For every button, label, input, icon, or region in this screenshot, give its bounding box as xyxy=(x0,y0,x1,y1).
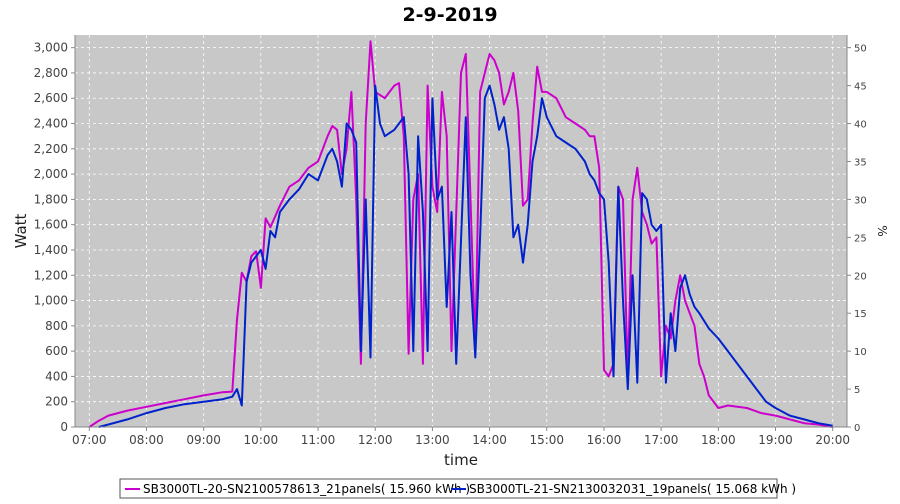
y-right-tick-label: 30 xyxy=(854,195,867,206)
x-tick-label: 12:00 xyxy=(358,433,393,447)
x-tick-label: 10:00 xyxy=(244,433,279,447)
y-left-tick-label: 1,000 xyxy=(34,294,68,308)
y-right-tick-label: 10 xyxy=(854,347,867,358)
x-tick-label: 15:00 xyxy=(529,433,564,447)
y-left-tick-label: 1,600 xyxy=(34,218,68,232)
y-right-tick-label: 40 xyxy=(854,120,867,131)
y-left-tick-label: 200 xyxy=(45,395,68,409)
x-axis-ticks: 07:00 08:00 09:00 10:00 11:00 12:00 13:00 14:00… xyxy=(72,427,850,447)
x-axis-title: time xyxy=(444,451,478,469)
legend: SB3000TL-20-SN2100578613_21panels( 15.96… xyxy=(119,478,796,499)
x-tick-label: 07:00 xyxy=(72,433,107,447)
grid-lines xyxy=(75,35,847,428)
y-left-tick-label: 400 xyxy=(45,369,68,383)
y-right-tick-label: 20 xyxy=(854,271,867,282)
y-left-tick-label: 800 xyxy=(45,319,68,333)
y-left-tick-label: 2,000 xyxy=(34,167,68,181)
y-left-tick-label: 1,200 xyxy=(34,268,68,282)
x-tick-label: 09:00 xyxy=(186,433,221,447)
y-axis-left-title: Watt xyxy=(12,213,30,248)
y-left-tick-label: 2,400 xyxy=(34,117,68,131)
legend-box xyxy=(119,478,778,499)
y-left-tick-label: 1,400 xyxy=(34,243,68,257)
x-tick-label: 19:00 xyxy=(758,433,793,447)
y-axis-right-title: % xyxy=(875,225,889,236)
x-tick-label: 18:00 xyxy=(701,433,736,447)
x-tick-label: 14:00 xyxy=(472,433,507,447)
series-line-2 xyxy=(98,84,833,428)
y-axis-left-ticks: 0 200 400 600 800 1,000 1,200 1,400 1,600 1,800 2,… xyxy=(34,41,75,434)
x-tick-label: 13:00 xyxy=(415,433,450,447)
y-left-tick-label: 2,800 xyxy=(34,66,68,80)
y-right-tick-label: 0 xyxy=(854,423,860,434)
legend-label-series-1: SB3000TL-20-SN2100578613_21panels( 15.96… xyxy=(143,482,470,496)
series-layer xyxy=(88,40,833,428)
x-tick-label: 16:00 xyxy=(587,433,622,447)
y-right-tick-label: 50 xyxy=(854,44,867,55)
x-tick-label: 17:00 xyxy=(644,433,679,447)
y-right-tick-label: 15 xyxy=(854,309,867,320)
y-left-tick-label: 2,600 xyxy=(34,91,68,105)
y-right-tick-label: 25 xyxy=(854,233,867,244)
y-left-tick-label: 2,200 xyxy=(34,142,68,156)
y-left-tick-label: 1,800 xyxy=(34,192,68,206)
y-left-tick-label: 600 xyxy=(45,344,68,358)
y-left-tick-label: 3,000 xyxy=(34,41,68,55)
legend-label-series-2: SB3000TL-21-SN2130032031_19panels( 15.06… xyxy=(469,482,796,496)
y-right-tick-label: 35 xyxy=(854,157,867,168)
y-right-tick-label: 5 xyxy=(854,385,860,396)
x-tick-label: 20:00 xyxy=(815,433,850,447)
y-axis-right-ticks: 0 5 10 15 20 25 30 35 40 45 50 xyxy=(847,44,867,434)
x-tick-label: 11:00 xyxy=(301,433,336,447)
x-tick-label: 08:00 xyxy=(129,433,164,447)
y-left-tick-label: 0 xyxy=(60,420,68,434)
chart-title: 2-9-2019 xyxy=(402,4,497,26)
y-right-tick-label: 45 xyxy=(854,82,867,93)
